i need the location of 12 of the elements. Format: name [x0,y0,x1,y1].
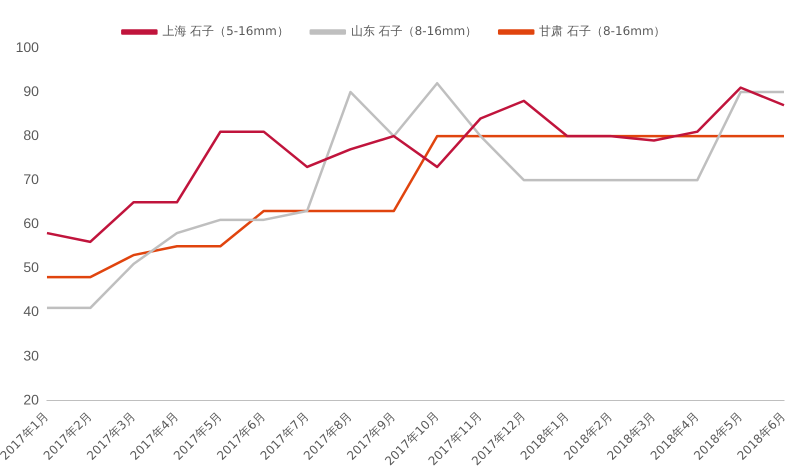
y-tick-label: 80 [23,126,40,143]
legend-label: 上海 石子（5-16mm） [162,24,289,38]
y-tick-label: 70 [23,171,40,188]
y-tick-label: 100 [16,38,40,55]
legend-label: 甘肃 石子（8-16mm） [539,24,666,38]
y-tick-label: 20 [23,391,40,408]
y-tick-label: 60 [23,215,40,232]
y-tick-label: 50 [23,259,40,276]
legend-label: 山东 石子（8-16mm） [350,24,478,38]
y-tick-label: 40 [23,303,40,320]
y-tick-label: 30 [23,347,40,364]
y-tick-label: 90 [23,82,40,99]
